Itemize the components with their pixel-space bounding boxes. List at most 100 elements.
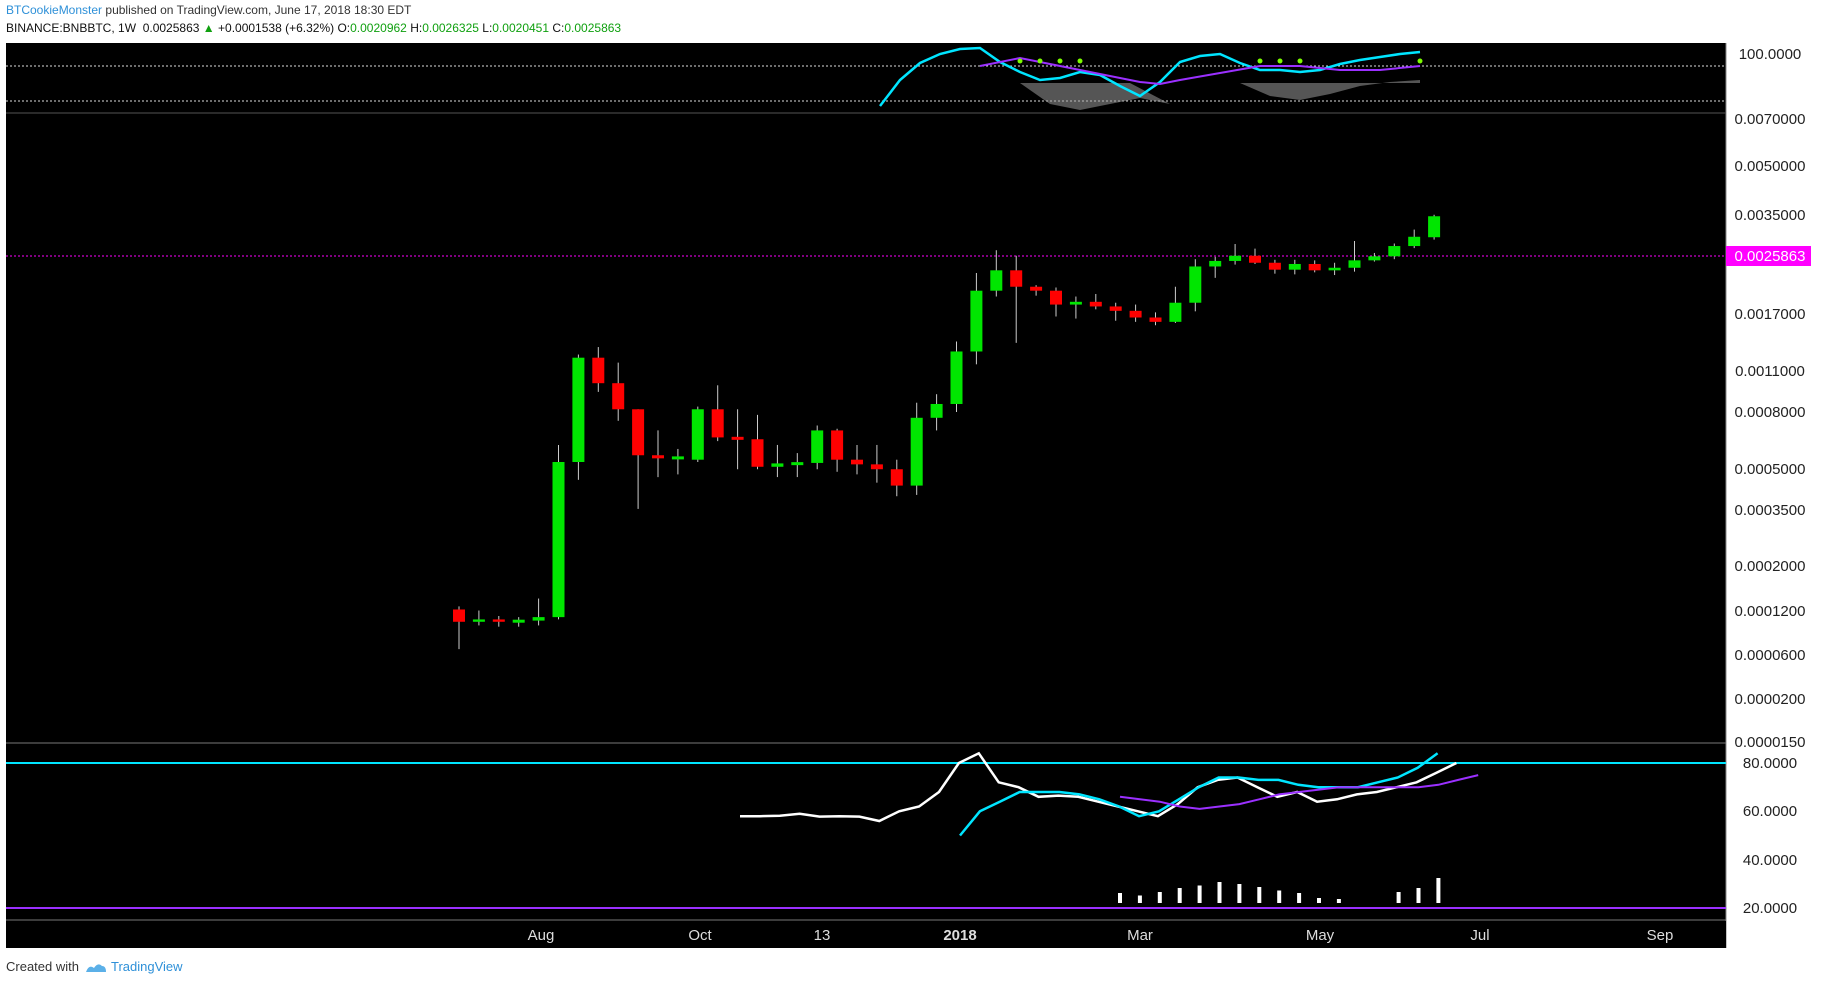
candle[interactable] — [1368, 252, 1381, 262]
candle[interactable] — [1010, 255, 1023, 343]
up-arrow-icon: ▲ — [202, 21, 215, 35]
candle-body-down — [492, 619, 505, 622]
top-cyan-line — [879, 46, 1421, 107]
candle[interactable] — [453, 606, 465, 650]
volume-bar — [1277, 890, 1282, 903]
candlestick-series[interactable] — [453, 214, 1441, 650]
candle[interactable] — [552, 444, 565, 620]
candle-body-up — [771, 463, 784, 467]
top-purple-line — [979, 56, 1421, 86]
open-value: 0.0020962 — [350, 21, 407, 35]
candle[interactable] — [910, 402, 923, 495]
price-change: +0.0001538 (+6.32%) — [218, 21, 335, 35]
candle[interactable] — [492, 615, 505, 627]
candle-body-down — [652, 455, 664, 459]
candle-body-up — [1229, 255, 1242, 261]
candle[interactable] — [1189, 259, 1202, 312]
candle[interactable] — [1069, 296, 1082, 319]
candle[interactable] — [1308, 260, 1321, 273]
candle-body-up — [1368, 256, 1381, 261]
candle-body-down — [1149, 317, 1162, 322]
candle[interactable] — [1169, 286, 1182, 323]
candle[interactable] — [532, 598, 545, 626]
price-axis-background — [1726, 43, 1828, 948]
candle-body-down — [890, 469, 903, 486]
candle[interactable] — [572, 354, 585, 480]
price-axis-label: 0.0001200 — [1735, 603, 1806, 620]
price-axis-label: 0.0005000 — [1735, 461, 1806, 478]
candle[interactable] — [1129, 304, 1142, 322]
volume-bar — [1257, 887, 1262, 903]
candle[interactable] — [831, 428, 844, 472]
volume-bar — [1177, 888, 1182, 903]
candle[interactable] — [851, 444, 863, 475]
price-axis-label: 40.0000 — [1743, 852, 1797, 869]
signal-dot — [1077, 58, 1083, 64]
candle[interactable] — [1348, 241, 1361, 272]
candle-body-down — [1050, 290, 1062, 305]
candle[interactable] — [612, 362, 625, 421]
signal-dot — [1037, 58, 1043, 64]
price-axis-label: 80.0000 — [1743, 755, 1797, 772]
candle[interactable] — [1428, 214, 1441, 240]
volume-bar — [1197, 885, 1202, 903]
candle[interactable] — [711, 385, 724, 442]
candle[interactable] — [811, 425, 824, 470]
candle[interactable] — [671, 448, 684, 475]
volume-bar — [1137, 895, 1142, 903]
candle-body-down — [592, 357, 605, 384]
candle[interactable] — [512, 617, 525, 627]
candle[interactable] — [771, 444, 784, 478]
volume-bar — [1416, 888, 1421, 903]
candle-body-up — [970, 290, 983, 352]
candle[interactable] — [1209, 256, 1222, 278]
candle[interactable] — [691, 406, 704, 462]
price-axis-label: 0.0011000 — [1735, 363, 1805, 380]
candle[interactable] — [751, 414, 764, 470]
candle[interactable] — [950, 341, 963, 413]
volume-bar — [1237, 884, 1242, 903]
top-histogram-area-2 — [1240, 80, 1420, 100]
candle[interactable] — [1089, 293, 1102, 310]
candle[interactable] — [652, 430, 664, 478]
candle[interactable] — [1268, 259, 1281, 274]
tradingview-brand-link[interactable]: TradingView — [110, 959, 183, 974]
candle[interactable] — [592, 347, 605, 392]
candle[interactable] — [1408, 229, 1421, 249]
chart-background — [6, 43, 1726, 948]
candle[interactable] — [731, 409, 744, 470]
candle[interactable] — [791, 453, 804, 478]
candle[interactable] — [1109, 302, 1122, 321]
osc-white-line — [740, 751, 1457, 823]
candle[interactable] — [1030, 285, 1043, 296]
candle[interactable] — [632, 409, 645, 509]
candle[interactable] — [1288, 259, 1301, 275]
candle[interactable] — [1229, 244, 1242, 265]
candle-body-up — [910, 417, 923, 486]
candle[interactable] — [870, 444, 883, 483]
candle-body-up — [532, 617, 545, 621]
username-link[interactable]: BTCookieMonster — [6, 3, 103, 17]
candle[interactable] — [970, 272, 983, 365]
signal-dot — [1417, 58, 1423, 64]
volume-bar — [1436, 878, 1441, 903]
candle[interactable] — [1328, 262, 1341, 276]
candle[interactable] — [472, 610, 485, 626]
volume-bar — [1396, 892, 1401, 903]
signal-dot — [1297, 58, 1303, 64]
candle-body-up — [691, 409, 704, 460]
candle[interactable] — [930, 394, 943, 431]
candle[interactable] — [1388, 243, 1401, 260]
candle[interactable] — [1249, 248, 1261, 264]
candle[interactable] — [990, 250, 1003, 297]
candle[interactable] — [1050, 287, 1062, 317]
top-indicator-pane[interactable] — [6, 46, 1726, 110]
osc-purple-line — [1119, 774, 1479, 810]
price-axis-label: 0.0008000 — [1735, 404, 1806, 421]
symbol-name: BINANCE:BNBBTC, 1W — [6, 21, 137, 35]
oscillator-series[interactable] — [740, 751, 1479, 903]
last-price: 0.0025863 — [142, 21, 200, 35]
candle[interactable] — [890, 459, 903, 497]
candle[interactable] — [1149, 312, 1162, 326]
